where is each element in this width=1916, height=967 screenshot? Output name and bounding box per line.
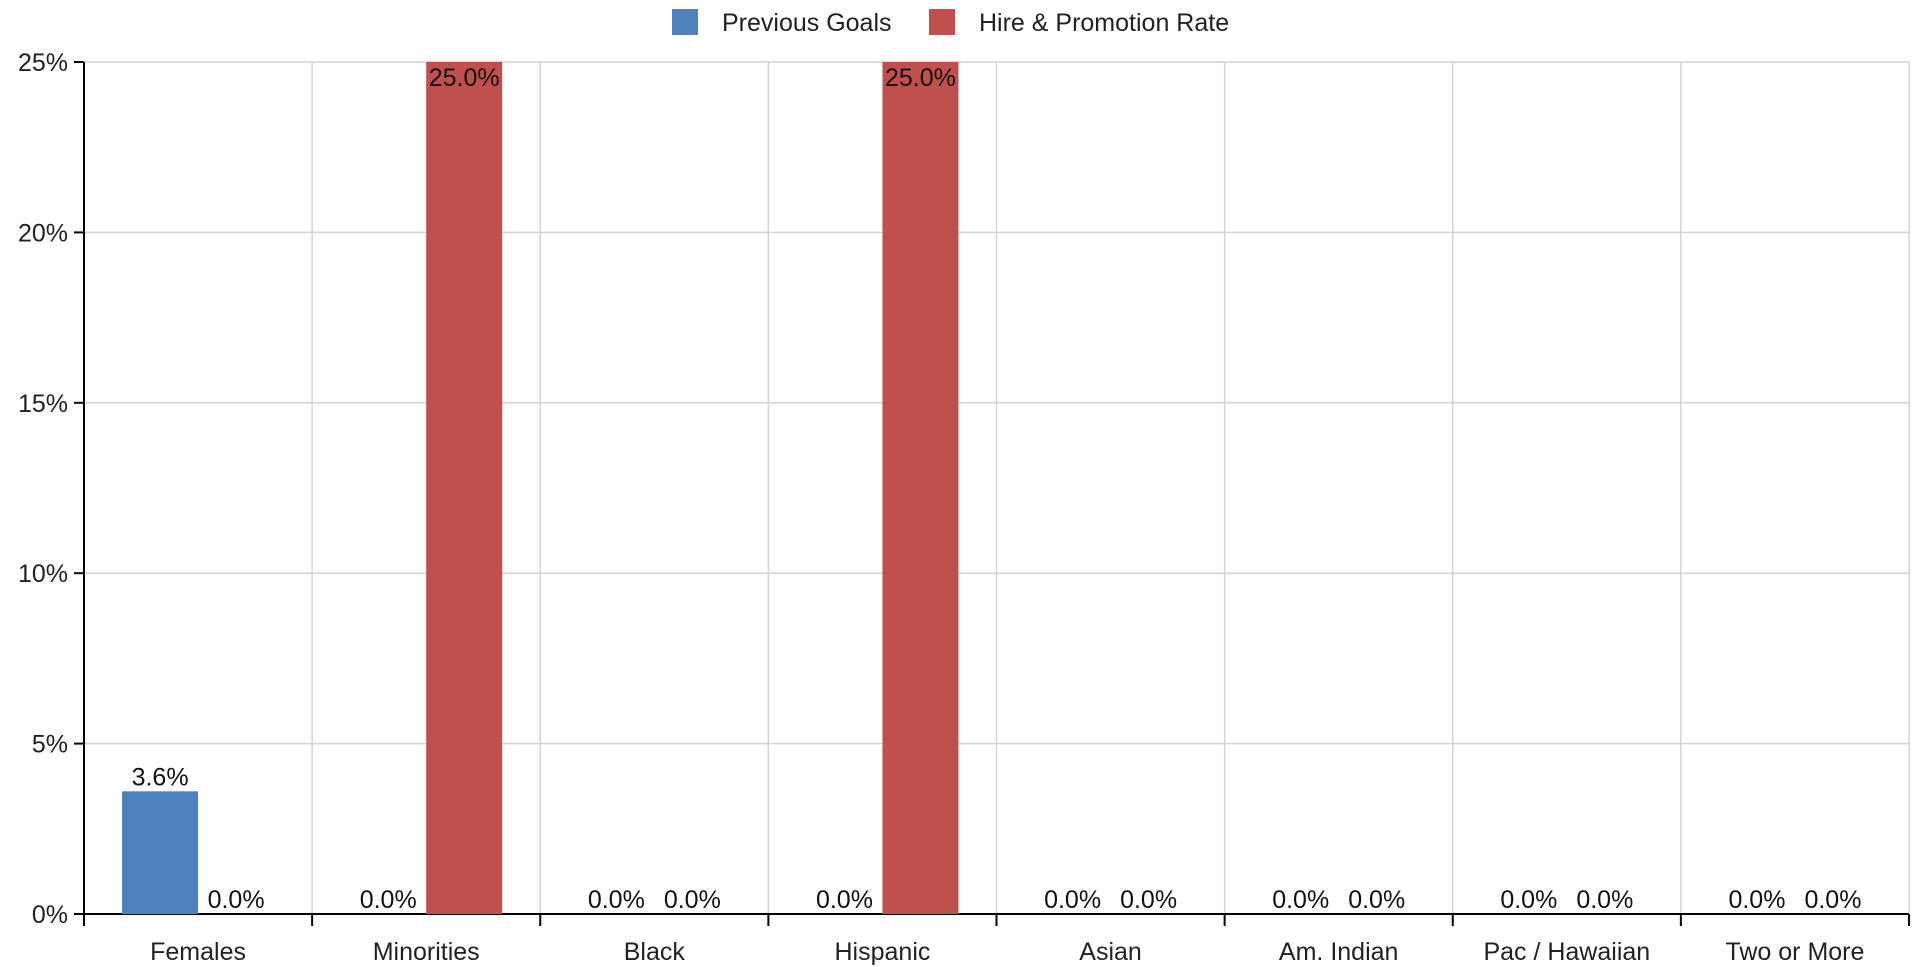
legend: Previous Goals Hire & Promotion Rate — [672, 9, 1229, 37]
x-category-label: Asian — [1079, 938, 1142, 966]
x-category-label: Black — [624, 938, 686, 966]
gridlines — [84, 61, 1910, 914]
x-category-label: Am. Indian — [1279, 938, 1399, 966]
y-tick-label: 0% — [32, 901, 68, 929]
y-tick-label: 15% — [18, 390, 68, 418]
x-category-label: Hispanic — [835, 938, 931, 966]
data-label: 3.6% — [132, 763, 189, 791]
bar — [426, 62, 503, 914]
bar — [122, 791, 199, 914]
data-label: 25.0% — [429, 64, 500, 92]
data-label: 0.0% — [1348, 886, 1405, 914]
y-axis: 0% 5% 10% 15% 20% 25% — [18, 49, 85, 929]
data-label: 0.0% — [1044, 886, 1101, 914]
data-label: 0.0% — [1120, 886, 1177, 914]
x-axis: Females Minorities Black Hispanic Asian Am. I… — [83, 913, 1910, 966]
data-label: 0.0% — [588, 886, 645, 914]
data-label: 0.0% — [1272, 886, 1329, 914]
data-label: 0.0% — [816, 886, 873, 914]
data-label: 0.0% — [208, 886, 265, 914]
legend-label: Hire & Promotion Rate — [979, 9, 1229, 37]
data-label: 0.0% — [1728, 886, 1785, 914]
x-category-label: Minorities — [373, 938, 480, 966]
data-label: 0.0% — [360, 886, 417, 914]
data-label: 0.0% — [1804, 886, 1861, 914]
data-label: 0.0% — [1500, 886, 1557, 914]
y-tick-label: 25% — [18, 49, 68, 77]
y-tick-label: 5% — [32, 731, 68, 759]
x-category-label: Two or More — [1725, 938, 1864, 966]
data-label: 25.0% — [885, 64, 956, 92]
bars: 3.6% 0.0% 0.0% 0.0% 0.0% 0.0% 0.0% 0.0% 0.0% 25.0… — [122, 62, 1861, 914]
data-label: 0.0% — [1576, 886, 1633, 914]
x-category-label: Pac / Hawaiian — [1483, 938, 1650, 966]
legend-swatch — [929, 9, 955, 35]
legend-label: Previous Goals — [722, 9, 892, 37]
x-category-label: Females — [150, 938, 246, 966]
y-tick-label: 20% — [18, 219, 68, 247]
data-label: 0.0% — [664, 886, 721, 914]
y-tick-label: 10% — [18, 560, 68, 588]
bar — [882, 62, 959, 914]
legend-swatch — [672, 9, 698, 35]
